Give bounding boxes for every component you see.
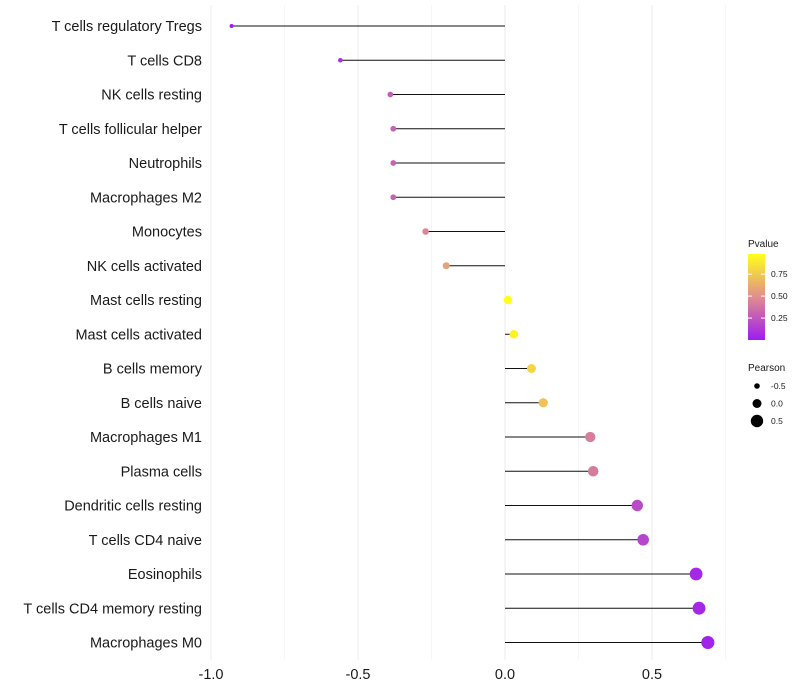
size-key-label: -0.5 — [771, 381, 786, 391]
legend: Pvalue 0.25 0.50 0.75 Pearson -0.5 0.0 0.5 — [748, 239, 788, 428]
data-point — [637, 533, 649, 546]
pearson-legend-title: Pearson — [748, 363, 785, 374]
data-point — [503, 295, 513, 305]
pvalue-legend-title: Pvalue — [748, 239, 779, 250]
y-axis-label: T cells CD4 memory resting — [23, 601, 202, 617]
pvalue-legend: Pvalue 0.25 0.50 0.75 — [748, 239, 788, 340]
data-point — [689, 567, 703, 581]
size-key-dot — [750, 414, 764, 428]
size-key-dot — [754, 383, 760, 389]
pearson-legend: Pearson -0.5 0.0 0.5 — [748, 363, 786, 428]
size-key-label: 0.5 — [771, 416, 783, 426]
stems — [231, 25, 708, 643]
y-axis-label: Eosinophils — [128, 567, 202, 583]
y-axis-label: Neutrophils — [129, 156, 202, 172]
data-point — [422, 228, 429, 235]
y-axis-label: T cells regulatory Tregs — [52, 19, 202, 35]
colorbar-tick-label: 0.50 — [771, 291, 788, 301]
x-tick-label: 0.0 — [495, 667, 515, 683]
data-point — [442, 262, 450, 270]
data-point — [390, 194, 397, 201]
data-point — [692, 601, 706, 615]
grid-lines — [210, 5, 726, 660]
y-axis-label: Monocytes — [132, 225, 202, 241]
data-point — [526, 363, 536, 374]
x-tick-label: -0.5 — [346, 667, 371, 683]
data-point — [387, 91, 394, 98]
colorbar-tick-label: 0.25 — [771, 313, 788, 323]
y-axis-label: NK cells resting — [101, 88, 202, 104]
y-axis-label: Mast cells activated — [75, 327, 202, 343]
data-point — [390, 125, 397, 132]
y-axis-labels: T cells regulatory Tregs T cells CD8 NK ce… — [23, 19, 202, 652]
y-axis-label: Plasma cells — [121, 464, 202, 480]
y-axis-label: Macrophages M1 — [90, 430, 202, 446]
x-axis-ticks: -1.0 -0.5 0.0 0.5 — [199, 667, 663, 683]
data-point — [587, 466, 599, 477]
data-point — [229, 24, 234, 28]
y-axis-label: Dendritic cells resting — [64, 499, 202, 515]
colorbar-tick-label: 0.75 — [771, 269, 788, 279]
x-tick-label: -1.0 — [199, 667, 224, 683]
pearson-size-keys: -0.5 0.0 0.5 — [750, 381, 786, 428]
data-point — [538, 398, 548, 408]
y-axis-label: NK cells activated — [87, 259, 202, 275]
data-point — [509, 329, 519, 339]
y-axis-label: B cells naive — [121, 396, 202, 412]
y-axis-label: B cells memory — [103, 362, 203, 378]
data-point — [338, 57, 343, 63]
data-point — [390, 160, 397, 166]
x-tick-label: 0.5 — [642, 667, 662, 683]
y-axis-label: T cells CD4 naive — [89, 533, 202, 549]
data-point — [585, 431, 596, 443]
y-axis-label: Mast cells resting — [90, 293, 202, 309]
y-axis-label: Macrophages M2 — [90, 190, 202, 206]
size-key-label: 0.0 — [771, 399, 783, 409]
data-point — [631, 499, 644, 512]
points — [229, 24, 715, 650]
size-key-dot — [752, 399, 762, 408]
y-axis-label: Macrophages M0 — [90, 636, 202, 652]
pvalue-colorbar — [748, 254, 765, 340]
pvalue-colorbar-ticks: 0.25 0.50 0.75 — [748, 269, 788, 323]
y-axis-label: T cells CD8 — [127, 53, 202, 69]
y-axis-label: T cells follicular helper — [59, 122, 202, 138]
data-point — [701, 635, 715, 650]
